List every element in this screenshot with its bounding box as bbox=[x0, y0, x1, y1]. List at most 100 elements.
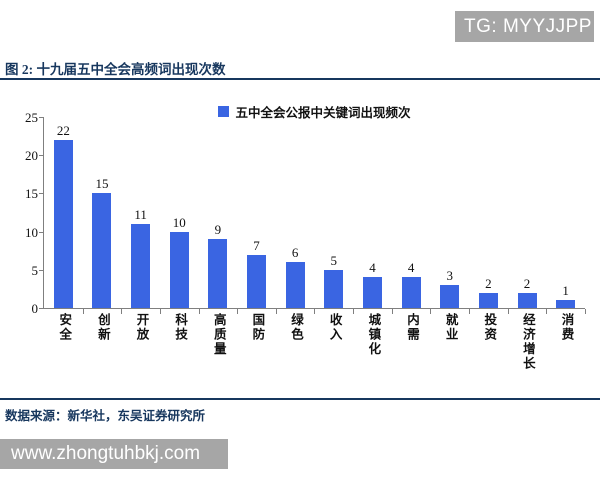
x-label-cell: 城镇化 bbox=[353, 313, 392, 371]
x-label-cell: 国防 bbox=[237, 313, 276, 371]
bar bbox=[401, 277, 421, 308]
y-tick-label: 10 bbox=[25, 224, 38, 240]
y-tick-label: 0 bbox=[31, 301, 39, 316]
x-category-label: 创新 bbox=[95, 313, 110, 342]
bar-group: 6 bbox=[276, 117, 316, 314]
website-watermark: www.zhongtuhbkj.com bbox=[0, 439, 228, 469]
x-tick-mark bbox=[237, 309, 239, 314]
bar-value-label: 15 bbox=[95, 176, 109, 191]
bar-value-label: 5 bbox=[330, 253, 338, 268]
y-tick-label: 15 bbox=[25, 186, 38, 202]
bar-chart: 五中全会公报中关键词出现频次 0 5 10 15 20 25 22 15 11 10 9 7 6 5 4 4… bbox=[0, 95, 600, 395]
bar-value-label: 4 bbox=[369, 260, 376, 275]
y-tick-label: 5 bbox=[31, 262, 39, 278]
x-category-label: 收入 bbox=[327, 313, 342, 342]
bar-value-label: 7 bbox=[253, 238, 260, 253]
x-tick-mark bbox=[353, 309, 355, 314]
bar-group: 22 bbox=[44, 117, 84, 314]
x-label-cell: 就业 bbox=[430, 313, 469, 371]
y-tick-mark bbox=[39, 117, 43, 118]
x-tick-mark bbox=[121, 309, 123, 314]
bar bbox=[208, 239, 228, 308]
chart-legend: 五中全会公报中关键词出现频次 bbox=[44, 102, 585, 121]
x-label-cell: 内需 bbox=[392, 313, 431, 371]
bar-value-label: 4 bbox=[407, 260, 415, 275]
bar bbox=[362, 277, 382, 308]
bar bbox=[92, 193, 112, 308]
x-label-cell: 消费 bbox=[546, 313, 585, 371]
bar-group: 5 bbox=[314, 117, 355, 314]
x-category-label: 开放 bbox=[134, 313, 149, 342]
y-tick-mark bbox=[39, 155, 43, 157]
bar-value-label: 9 bbox=[214, 222, 222, 237]
bar-value-label: 6 bbox=[291, 245, 299, 260]
x-label-cell: 投资 bbox=[469, 313, 508, 371]
bar-group: 4 bbox=[353, 117, 393, 314]
y-tick-mark bbox=[39, 308, 43, 309]
bar-value-label: 1 bbox=[562, 283, 569, 298]
x-tick-mark bbox=[82, 309, 84, 314]
bar bbox=[556, 300, 576, 308]
x-tick-mark bbox=[314, 309, 316, 314]
plot-area: 22 15 11 10 9 7 6 5 4 4 3 2 2 1 bbox=[44, 117, 586, 314]
x-category-label: 城镇化 bbox=[366, 313, 381, 357]
x-category-label: 高质量 bbox=[211, 313, 226, 357]
x-category-label: 投资 bbox=[482, 313, 497, 342]
bar-value-label: 2 bbox=[523, 276, 531, 291]
bar-group: 1 bbox=[546, 117, 586, 314]
x-tick-mark bbox=[198, 309, 200, 314]
bar-group: 3 bbox=[430, 117, 471, 314]
bar bbox=[324, 270, 344, 308]
bar bbox=[478, 293, 498, 308]
bar-group: 2 bbox=[469, 117, 509, 314]
data-source: 数据来源：新华社，东吴证券研究所 bbox=[5, 409, 206, 423]
bar bbox=[169, 232, 189, 308]
y-tick-mark bbox=[39, 193, 43, 195]
bar-group: 2 bbox=[508, 117, 548, 314]
x-tick-mark bbox=[507, 309, 509, 314]
title-divider bbox=[0, 78, 600, 80]
bar-group: 15 bbox=[83, 117, 123, 314]
bar bbox=[131, 224, 151, 308]
bar-value-label: 10 bbox=[172, 215, 186, 230]
x-category-label: 消费 bbox=[559, 313, 574, 342]
bar-value-label: 3 bbox=[446, 268, 453, 283]
x-tick-mark bbox=[584, 309, 586, 314]
bar-value-label: 11 bbox=[134, 207, 147, 222]
x-label-cell: 开放 bbox=[121, 313, 160, 371]
bar-value-label: 2 bbox=[485, 276, 492, 291]
bar bbox=[247, 255, 267, 308]
x-label-cell: 收入 bbox=[314, 313, 353, 371]
x-category-label: 安全 bbox=[57, 313, 72, 342]
x-label-cell: 高质量 bbox=[199, 313, 238, 371]
bar-group: 4 bbox=[392, 117, 432, 314]
x-tick-mark bbox=[159, 309, 161, 314]
footer-divider bbox=[0, 398, 600, 400]
x-category-label: 国防 bbox=[250, 313, 265, 342]
x-tick-mark bbox=[391, 309, 393, 314]
x-tick-mark bbox=[275, 309, 277, 314]
bar-value-label: 22 bbox=[56, 123, 70, 138]
x-category-label: 内需 bbox=[404, 313, 419, 342]
y-tick-label: 20 bbox=[25, 148, 38, 164]
y-tick-label: 25 bbox=[25, 110, 38, 125]
x-category-label: 就业 bbox=[443, 313, 458, 342]
x-category-label: 绿色 bbox=[289, 313, 304, 342]
y-axis-line bbox=[43, 117, 44, 309]
x-label-cell: 经济增长 bbox=[508, 313, 547, 371]
bar-group: 10 bbox=[160, 117, 200, 314]
bar bbox=[517, 293, 537, 308]
y-tick-mark bbox=[39, 269, 43, 271]
x-label-cell: 绿色 bbox=[276, 313, 315, 371]
bar-group: 7 bbox=[237, 117, 277, 314]
x-category-label: 经济增长 bbox=[520, 313, 535, 371]
legend-label: 五中全会公报中关键词出现频次 bbox=[235, 106, 411, 120]
x-tick-mark bbox=[430, 309, 432, 314]
x-label-cell: 安全 bbox=[44, 313, 83, 371]
bar bbox=[440, 285, 460, 308]
x-tick-mark bbox=[469, 309, 471, 314]
x-category-label: 科技 bbox=[173, 313, 188, 342]
bar bbox=[285, 262, 305, 308]
bar bbox=[53, 140, 73, 308]
